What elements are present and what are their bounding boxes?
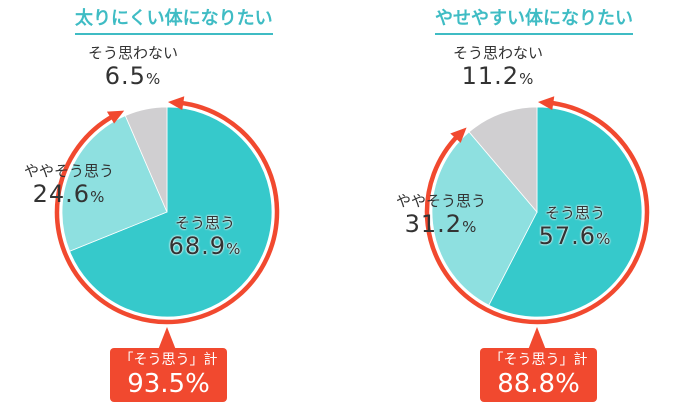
chart-panel-right: やせやすい体になりたい そう思わない 11.2% ややそう思う 31.2% そう…: [350, 0, 700, 415]
slice-somewhat-agree: [431, 131, 538, 306]
total-callout: 「そう思う」計 88.8%: [480, 348, 597, 402]
pie-chart: [424, 96, 650, 350]
label-caption: そう思わない: [87, 44, 178, 62]
label-caption: そう思う: [544, 204, 605, 222]
label-value: 24.6%: [32, 180, 106, 208]
slice-somewhat-agree: [61, 115, 168, 252]
label-somewhat-agree: ややそう思う 31.2%: [386, 192, 496, 241]
label-agree: そう思う 68.9%: [165, 214, 245, 263]
label-value: 11.2%: [461, 62, 535, 90]
arrowhead-icon: [106, 110, 125, 124]
slice-disagree: [468, 106, 538, 214]
label-caption: そう思う: [174, 214, 235, 232]
arrowhead-icon: [167, 96, 185, 111]
label-agree: そう思う 57.6%: [535, 204, 615, 253]
callout-pointer: [528, 327, 546, 350]
arrowhead-icon: [537, 96, 555, 111]
total-arc: [54, 100, 280, 325]
slice-disagree: [124, 106, 168, 213]
callout-pointer: [158, 327, 176, 350]
callout-caption: 「そう思う」計: [119, 352, 218, 368]
label-value: 6.5%: [104, 62, 162, 90]
slice-agree: [69, 106, 273, 318]
total-arc: [424, 100, 650, 325]
total-callout: 「そう思う」計 93.5%: [110, 348, 227, 402]
callout-value: 88.8%: [497, 369, 580, 399]
label-somewhat-agree: ややそう思う 24.6%: [14, 162, 124, 211]
label-value: 31.2%: [404, 210, 478, 238]
label-caption: そう思わない: [452, 44, 543, 62]
arrowhead-icon: [450, 127, 467, 143]
label-value: 68.9%: [168, 232, 242, 260]
label-value: 57.6%: [538, 222, 612, 250]
chart-title: やせやすい体になりたい: [435, 8, 633, 35]
label-disagree: そう思わない 11.2%: [438, 44, 558, 93]
label-caption: ややそう思う: [23, 162, 114, 180]
callout-value: 93.5%: [127, 369, 210, 399]
label-caption: ややそう思う: [395, 192, 486, 210]
chart-title: 太りにくい体になりたい: [75, 8, 273, 35]
pie-chart: [54, 96, 280, 350]
slice-agree: [488, 106, 643, 318]
label-disagree: そう思わない 6.5%: [78, 44, 188, 93]
callout-caption: 「そう思う」計: [489, 352, 588, 368]
chart-panel-left: 太りにくい体になりたい そう思わない 6.5% ややそう思う 24.6% そう思…: [14, 8, 280, 402]
